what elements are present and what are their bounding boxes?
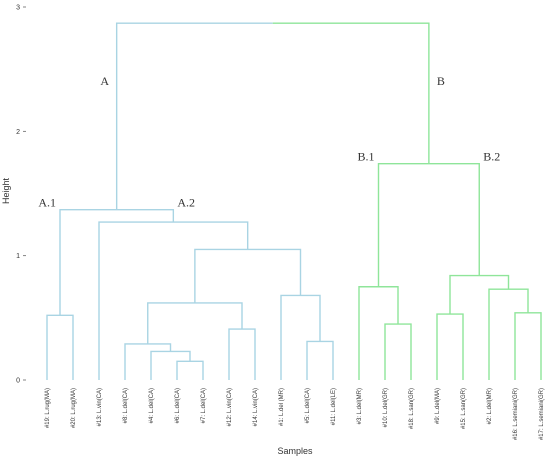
- cluster-label-2: A.1: [38, 196, 56, 210]
- y-axis: 0 1 2 3: [16, 5, 26, 385]
- leaf-label-18: #16: L.semiani(GR): [513, 388, 519, 440]
- cluster-annotations: A B A.1 A.2 B.1 B.2: [38, 74, 500, 210]
- branch-m17: [449, 274, 510, 315]
- branch-m11: [59, 208, 175, 316]
- y-axis-title: Height: [1, 177, 11, 204]
- branch-m6: [147, 302, 243, 344]
- branch-m2: [176, 360, 204, 380]
- y-tick-label-1: 1: [16, 253, 20, 260]
- cluster-label-3: A.2: [177, 196, 195, 210]
- leaf-label-2: #13: L.vin(CA): [97, 388, 103, 426]
- leaf-label-4: #4: L.del(CA): [149, 388, 155, 423]
- y-tick-label-0: 0: [16, 378, 20, 385]
- branch-m15: [514, 312, 542, 380]
- y-tick-label-3: 3: [16, 5, 20, 12]
- leaf-label-17: #2: L.del(MR): [487, 388, 493, 424]
- leaf-label-19: #17: L.semiani(GR): [539, 388, 545, 440]
- cluster-label-4: B.1: [357, 150, 374, 164]
- leaf-label-10: #5: L.del(CA): [305, 388, 311, 423]
- branch-m5: [228, 328, 256, 380]
- branch-m8: [280, 294, 321, 380]
- branch-m18: [377, 162, 480, 287]
- branch-m4: [124, 343, 172, 380]
- leaf-label-6: #7: L.del(CA): [201, 388, 207, 423]
- cluster-label-0: A: [100, 74, 109, 88]
- branch-m14: [436, 313, 464, 380]
- branch-m7: [306, 340, 334, 380]
- branch-m13: [358, 286, 399, 380]
- cluster-label-1: B: [437, 74, 445, 88]
- leaf-label-16: #15: L.san(GR): [461, 388, 467, 429]
- branch-m10: [98, 221, 249, 380]
- leaf-label-9: #1: L.del (MR): [279, 388, 285, 426]
- leaf-label-1: #20: L.rug(MA): [71, 388, 77, 428]
- dendrogram-branches: [46, 22, 542, 380]
- leaf-label-14: #18: L.san(GR): [409, 388, 415, 429]
- leaf-label-13: #10: L.del(GR): [383, 388, 389, 427]
- branch-m19-right: [272, 22, 430, 164]
- y-tick-label-2: 2: [16, 129, 20, 136]
- leaf-label-11: #11: L.del(LE): [331, 388, 337, 425]
- x-axis-title: Samples: [277, 446, 313, 456]
- leaf-label-12: #3: L.del(MR): [357, 388, 363, 424]
- leaf-label-8: #14: L.vin(CA): [253, 388, 259, 426]
- cluster-label-5: B.2: [483, 150, 500, 164]
- leaf-labels: #19: L.rug(MA) #20: L.rug(MA) #13: L.vin(C…: [45, 388, 545, 440]
- leaf-label-3: #8: L.del(CA): [123, 388, 129, 423]
- leaf-label-15: #9: L.del(MA): [435, 388, 441, 424]
- branch-m12: [384, 323, 412, 380]
- branch-m3: [150, 350, 191, 380]
- leaf-label-0: #19: L.rug(MA): [45, 388, 51, 428]
- branch-m19-left: [115, 22, 273, 210]
- branch-m1: [46, 314, 74, 380]
- leaf-label-7: #12: L.vin(CA): [227, 388, 233, 426]
- leaf-label-5: #6: L.del(CA): [175, 388, 181, 423]
- branch-m16: [488, 288, 529, 380]
